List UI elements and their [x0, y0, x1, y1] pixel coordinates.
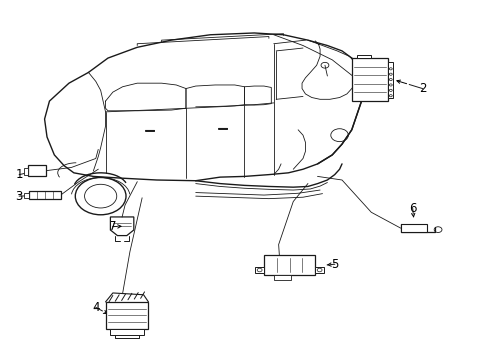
Text: 5: 5 — [330, 258, 338, 271]
Text: 7: 7 — [109, 220, 116, 233]
Bar — [110, 329, 143, 335]
Bar — [315, 267, 324, 273]
Text: 4: 4 — [92, 301, 100, 314]
Text: 2: 2 — [418, 82, 426, 95]
Bar — [356, 55, 370, 58]
Text: 6: 6 — [408, 202, 416, 215]
Bar — [351, 58, 387, 101]
Text: 3: 3 — [16, 190, 23, 203]
Bar — [29, 191, 61, 199]
Bar — [255, 267, 264, 273]
Bar — [400, 224, 427, 232]
Bar — [387, 62, 392, 98]
Bar — [24, 193, 29, 198]
Text: 1: 1 — [16, 168, 23, 181]
Bar — [264, 255, 315, 275]
Bar — [23, 168, 27, 175]
Bar — [27, 165, 46, 176]
Bar — [105, 302, 148, 329]
Bar — [273, 275, 290, 280]
